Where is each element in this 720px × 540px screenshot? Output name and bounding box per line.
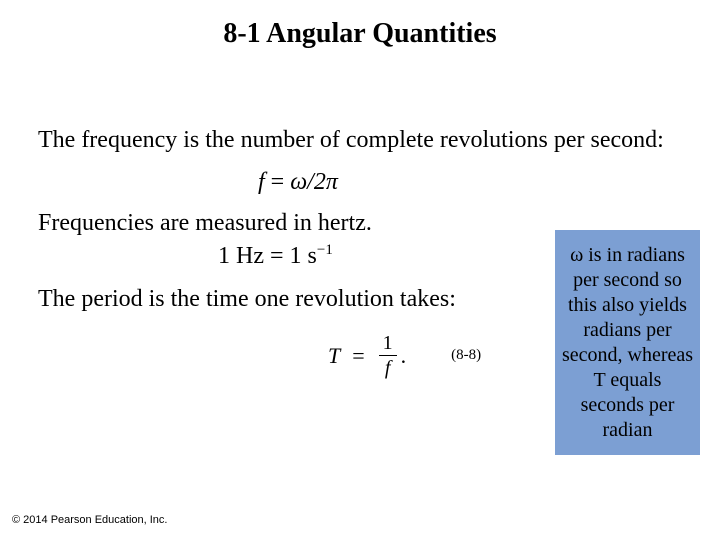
paragraph-period-def: The period is the time one revolution ta…	[38, 286, 503, 313]
eq3-denominator: f	[385, 356, 391, 378]
equation-number: (8-8)	[451, 347, 481, 364]
eq-lhs: f	[258, 169, 265, 195]
eq3-fraction: 1 f	[379, 333, 397, 378]
callout-text: ω is in radians per second so this also …	[561, 243, 694, 443]
callout-box: ω is in radians per second so this also …	[555, 230, 700, 455]
eq2-text: 1 Hz = 1 s	[218, 243, 317, 269]
eq3-period-dot: .	[401, 343, 407, 369]
eq3-equals: =	[352, 343, 364, 369]
copyright-notice: © 2014 Pearson Education, Inc.	[12, 514, 167, 526]
eq3-numerator: 1	[379, 333, 397, 355]
equation-hertz-def: 1 Hz = 1 s−1	[218, 243, 503, 270]
eq-equals: =	[265, 169, 291, 195]
equation-period: T = 1 f .	[328, 333, 406, 378]
eq3-T: T	[328, 343, 340, 369]
equation-frequency-omega: f = ω/2π	[258, 169, 682, 196]
paragraph-frequency-def: The frequency is the number of complete …	[38, 125, 682, 155]
left-text-column: Frequencies are measured in hertz. 1 Hz …	[38, 210, 503, 313]
section-title: 8-1 Angular Quantities	[0, 0, 720, 50]
eq2-superscript: −1	[317, 242, 333, 258]
eq-rhs: ω/2π	[290, 169, 338, 195]
paragraph-hertz: Frequencies are measured in hertz.	[38, 210, 503, 237]
